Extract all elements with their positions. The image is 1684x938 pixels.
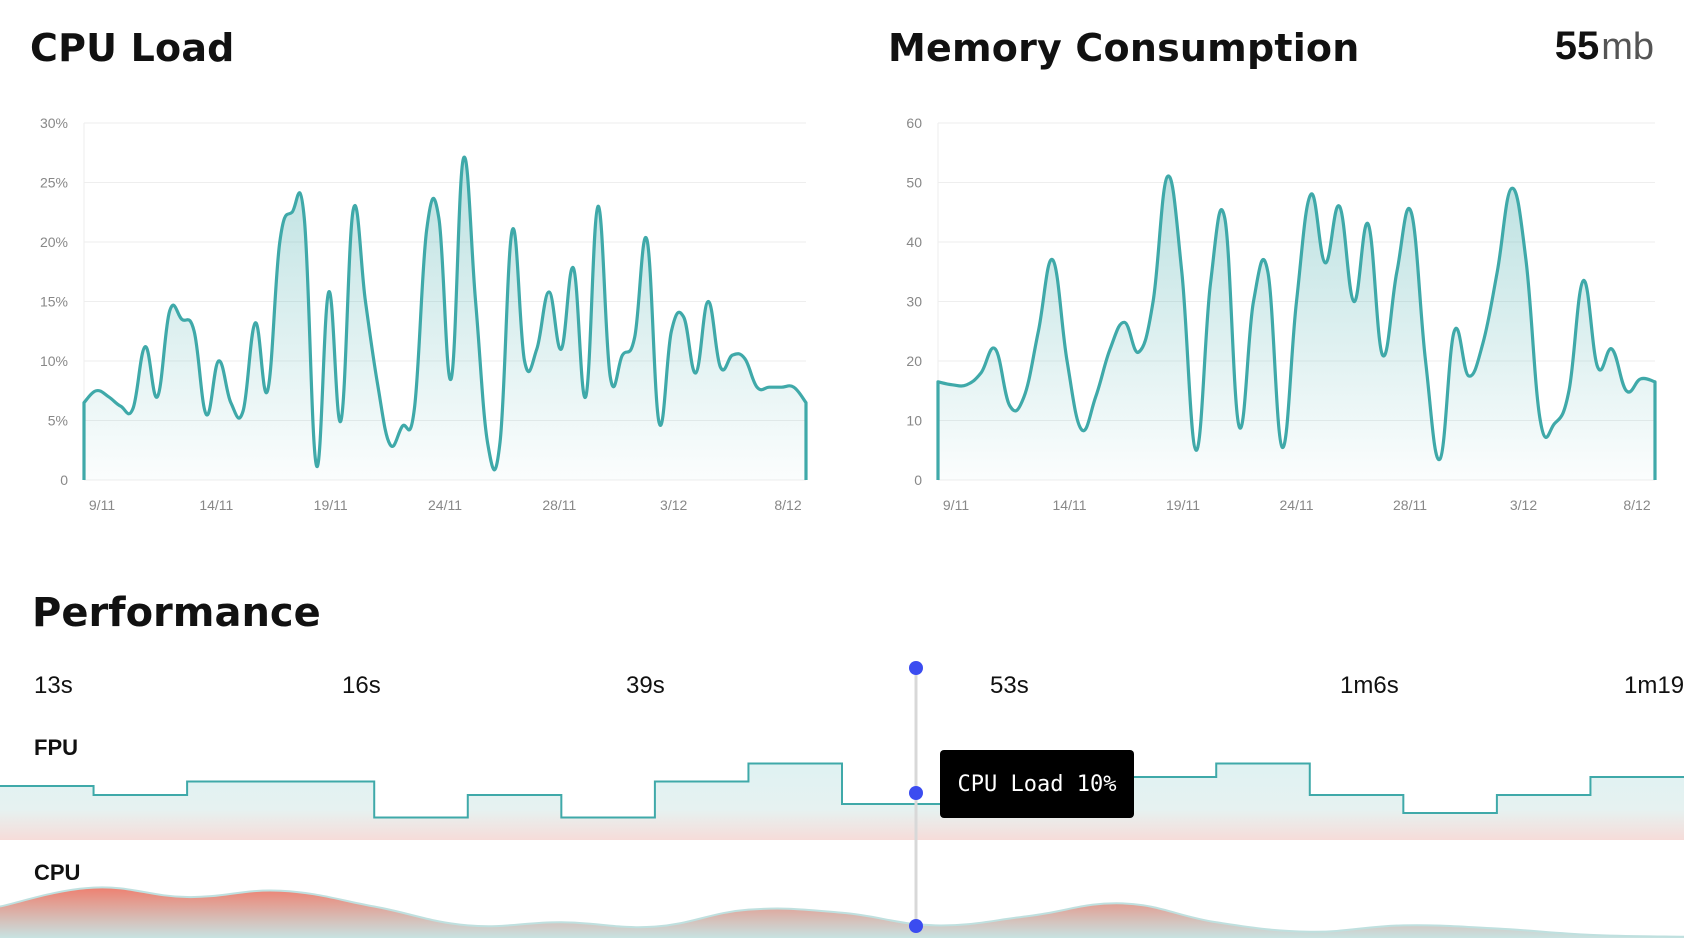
fpu-line bbox=[0, 762, 1684, 819]
x-tick-label: 8/12 bbox=[774, 497, 801, 513]
y-tick-label: 30 bbox=[906, 294, 922, 310]
y-tick-label: 20 bbox=[906, 353, 922, 369]
y-tick-label: 60 bbox=[906, 115, 922, 131]
playhead-marker bbox=[909, 919, 923, 933]
x-tick-label: 19/11 bbox=[1166, 497, 1200, 513]
series-line bbox=[936, 174, 1657, 480]
y-tick-label: 25% bbox=[40, 175, 68, 191]
y-tick-label: 0 bbox=[914, 472, 922, 488]
memory-value-unit: mb bbox=[1601, 26, 1654, 68]
cpu-load-title: CPU Load bbox=[30, 26, 235, 70]
memory-consumption-chart: 0 10 20 30 40 50 60 9/11 14/11 19/11 24/11 28/11 3/1… bbox=[906, 115, 1657, 513]
x-tick-label: 28/11 bbox=[1393, 497, 1427, 513]
y-tick-label: 20% bbox=[40, 234, 68, 250]
performance-timeline bbox=[0, 661, 1684, 938]
y-tick-label: 5% bbox=[48, 413, 68, 429]
cpu-track-area bbox=[0, 887, 1684, 938]
x-tick-label: 9/11 bbox=[943, 497, 969, 513]
time-label: 39s bbox=[626, 672, 665, 699]
x-tick-label: 14/11 bbox=[199, 497, 233, 513]
x-tick-label: 14/11 bbox=[1053, 497, 1087, 513]
time-label: 1m19 bbox=[1624, 672, 1684, 699]
y-tick-label: 0 bbox=[60, 472, 68, 488]
memory-value-number: 55 bbox=[1554, 24, 1600, 68]
cpu-load-tooltip: CPU Load 10% bbox=[940, 750, 1134, 818]
y-tick-label: 10% bbox=[40, 353, 68, 369]
y-tick-label: 40 bbox=[906, 234, 922, 250]
time-label: 53s bbox=[990, 672, 1029, 699]
memory-current-value: 55mb bbox=[1555, 24, 1654, 69]
y-tick-label: 15% bbox=[40, 294, 68, 310]
time-label: 16s bbox=[342, 672, 381, 699]
x-tick-label: 19/11 bbox=[314, 497, 348, 513]
cpu-track-label: CPU bbox=[34, 860, 81, 885]
y-tick-label: 50 bbox=[906, 175, 922, 191]
x-tick-label: 8/12 bbox=[1623, 497, 1650, 513]
memory-consumption-title: Memory Consumption bbox=[888, 26, 1360, 70]
x-tick-label: 28/11 bbox=[542, 497, 576, 513]
fpu-track-label: FPU bbox=[34, 735, 78, 760]
x-tick-label: 24/11 bbox=[428, 497, 462, 513]
x-tick-label: 3/12 bbox=[660, 497, 687, 513]
cpu-track-line bbox=[0, 886, 1684, 938]
playhead-marker bbox=[909, 786, 923, 800]
time-label: 1m6s bbox=[1340, 672, 1399, 699]
area-fill bbox=[938, 176, 1655, 480]
time-label: 13s bbox=[34, 672, 73, 699]
x-tick-label: 3/12 bbox=[1510, 497, 1537, 513]
y-tick-label: 30% bbox=[40, 115, 68, 131]
cpu-load-chart: 0 5% 10% 15% 20% 25% 30% 9/11 14/11 19/11 24/11 28/… bbox=[40, 115, 808, 513]
y-tick-label: 10 bbox=[906, 413, 922, 429]
performance-title: Performance bbox=[32, 590, 321, 636]
playhead-marker bbox=[909, 661, 923, 675]
series-line bbox=[82, 155, 808, 480]
x-tick-label: 24/11 bbox=[1280, 497, 1314, 513]
x-tick-label: 9/11 bbox=[89, 497, 115, 513]
